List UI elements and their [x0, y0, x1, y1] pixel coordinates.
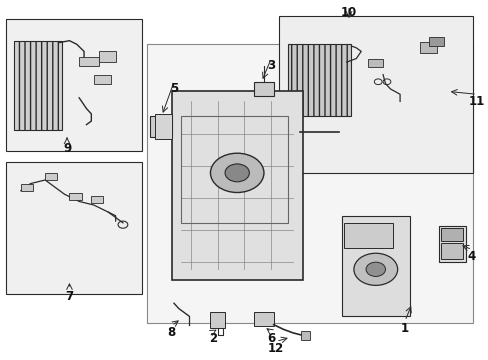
Circle shape — [224, 164, 249, 182]
Bar — [21, 184, 33, 191]
Bar — [210, 312, 224, 328]
Bar — [301, 331, 309, 340]
Text: 5: 5 — [169, 82, 178, 95]
Bar — [14, 41, 62, 130]
Bar — [254, 312, 273, 327]
Text: 8: 8 — [167, 327, 175, 339]
Bar — [254, 82, 273, 96]
Text: 10: 10 — [340, 6, 356, 19]
Bar — [341, 216, 409, 316]
Bar — [438, 226, 465, 262]
Bar — [441, 243, 462, 258]
Bar — [154, 114, 171, 139]
Text: 4: 4 — [467, 250, 475, 263]
Bar — [441, 228, 462, 241]
Bar — [419, 42, 436, 53]
Circle shape — [210, 153, 264, 193]
Text: 6: 6 — [266, 333, 275, 346]
Text: 7: 7 — [65, 289, 73, 303]
Bar — [79, 57, 99, 66]
Bar — [6, 19, 142, 152]
Bar — [181, 116, 287, 223]
Bar — [91, 196, 103, 203]
Bar — [344, 223, 392, 248]
Circle shape — [353, 253, 397, 285]
Bar — [428, 37, 443, 46]
Polygon shape — [171, 91, 302, 280]
Bar — [99, 51, 116, 62]
Bar — [69, 193, 81, 200]
Circle shape — [366, 262, 385, 276]
Text: 12: 12 — [267, 342, 284, 355]
Text: 9: 9 — [63, 142, 71, 155]
Text: 2: 2 — [208, 333, 217, 346]
Bar — [149, 116, 171, 137]
Polygon shape — [147, 44, 472, 323]
Bar — [368, 59, 382, 67]
Text: 11: 11 — [468, 95, 484, 108]
Bar — [94, 75, 111, 84]
Bar — [278, 16, 472, 173]
Text: 3: 3 — [266, 59, 275, 72]
Bar — [287, 44, 351, 116]
Bar — [6, 162, 142, 294]
Bar — [45, 173, 57, 180]
Text: 1: 1 — [400, 322, 408, 335]
